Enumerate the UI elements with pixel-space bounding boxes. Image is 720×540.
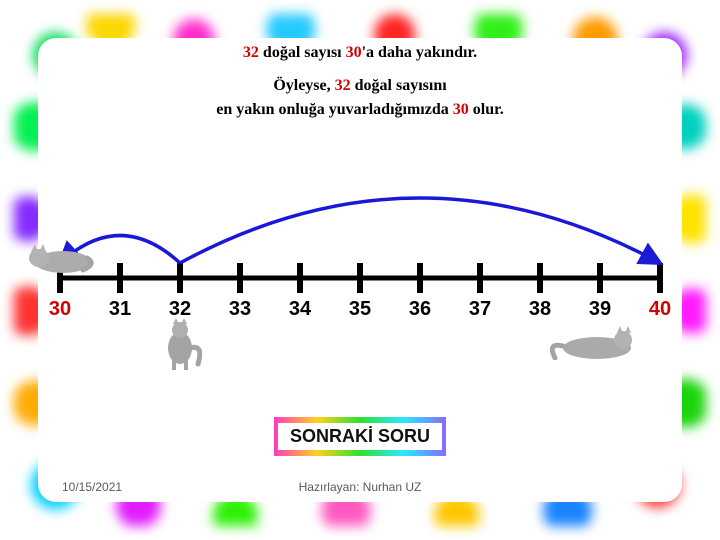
tick-label-37: 37 (469, 298, 491, 321)
footer-credit: Hazırlayan: Nurhan UZ (299, 480, 422, 494)
headline-2-row2-pre: en yakın onluğa yuvarladığımızda (216, 101, 453, 118)
headline-1-number: 32 (243, 44, 259, 61)
footer-date: 10/15/2021 (62, 480, 122, 494)
headline-1-mid1: doğal sayısı (259, 44, 346, 61)
headline-1-highlight: yakındır. (416, 44, 477, 61)
tick-label-39: 39 (589, 298, 611, 321)
headline-2-row1: Öyleyse, 32 doğal sayısını (216, 74, 503, 98)
headline-2-answer: 30 (453, 101, 469, 118)
headline-1: 32 doğal sayısı 30'a daha yakındır. (243, 44, 477, 62)
number-line: 3031323334353637383940 (55, 128, 665, 358)
headline-1-mid2: 'a daha (362, 44, 416, 61)
headline-2-number: 32 (335, 77, 351, 94)
tick-label-36: 36 (409, 298, 431, 321)
headline-2-row2-post: olur. (469, 101, 504, 118)
headline-2: Öyleyse, 32 doğal sayısını en yakın onlu… (216, 74, 503, 122)
tick-label-35: 35 (349, 298, 371, 321)
headline-2-pre: Öyleyse, (273, 77, 334, 94)
tick-label-30: 30 (49, 298, 71, 321)
tick-label-31: 31 (109, 298, 131, 321)
slide-frame: 32 doğal sayısı 30'a daha yakındır. Öyle… (0, 0, 720, 540)
next-question-button[interactable]: SONRAKİ SORU (274, 417, 446, 456)
tick-label-38: 38 (529, 298, 551, 321)
headline-2-row2: en yakın onluğa yuvarladığımızda 30 olur… (216, 98, 503, 122)
tick-label-40: 40 (649, 298, 671, 321)
cat-lying-far-right (545, 320, 635, 360)
tick-label-34: 34 (289, 298, 311, 321)
headline-1-target: 30 (346, 44, 362, 61)
next-question-label: SONRAKİ SORU (278, 423, 442, 450)
cat-standing-right (158, 318, 202, 372)
cat-sleeping-left (25, 238, 95, 274)
tick-label-33: 33 (229, 298, 251, 321)
headline-2-post: doğal sayısını (351, 77, 447, 94)
